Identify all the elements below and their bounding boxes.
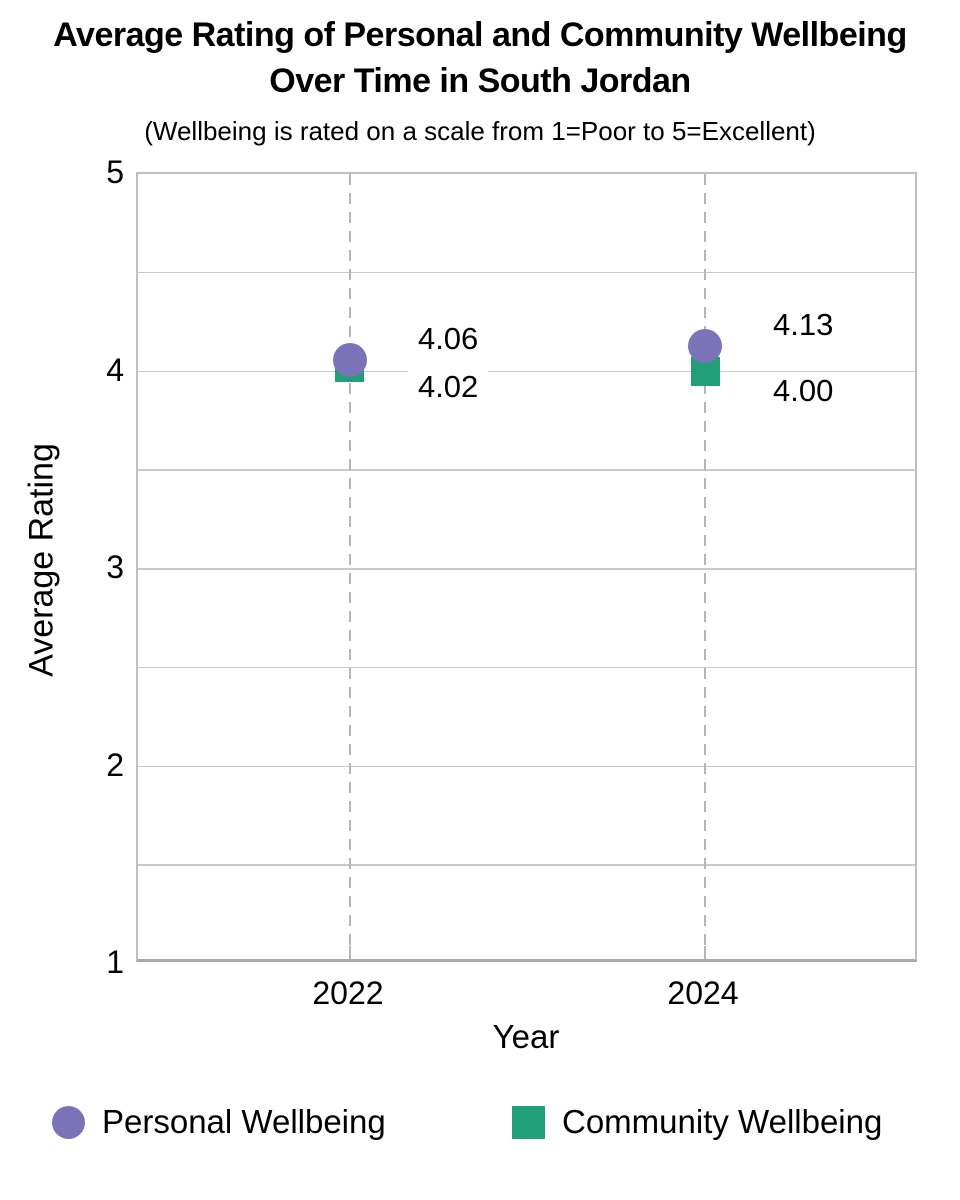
gridline-y-4.5 bbox=[138, 271, 915, 274]
gridline-y-3 bbox=[138, 568, 915, 570]
dashed-gridline-2024 bbox=[704, 174, 706, 959]
data-label-community-wellbeing-2022: 4.02 bbox=[407, 368, 489, 405]
y-tick-label-5: 5 bbox=[106, 154, 124, 190]
personal-wellbeing-marker-icon bbox=[52, 1105, 85, 1139]
gridline-y-1.5 bbox=[138, 864, 915, 866]
data-label-community-wellbeing-2024: 4.00 bbox=[763, 372, 844, 409]
gridline-y-3.5 bbox=[138, 469, 915, 471]
y-tick-label-1: 1 bbox=[106, 944, 124, 980]
y-tick-label-4: 4 bbox=[106, 351, 124, 388]
gridline-y-2.5 bbox=[138, 666, 915, 669]
x-axis-label: Year bbox=[492, 1018, 560, 1055]
point-personal-wellbeing-2024 bbox=[688, 328, 722, 363]
x-tick-label-2024: 2024 bbox=[667, 975, 739, 1011]
community-wellbeing-marker-icon bbox=[512, 1105, 545, 1139]
x-axis-tick-2024 bbox=[704, 946, 706, 959]
chart-title: Average Rating of Personal and Community… bbox=[0, 12, 960, 104]
legend-item-community-wellbeing: Community Wellbeing bbox=[512, 1103, 882, 1141]
legend-label-personal-wellbeing: Personal Wellbeing bbox=[102, 1103, 386, 1140]
legend-label-community-wellbeing: Community Wellbeing bbox=[562, 1103, 883, 1140]
chart-title-line2: Over Time in South Jordan bbox=[269, 62, 691, 100]
point-personal-wellbeing-2022 bbox=[332, 342, 367, 377]
dashed-gridline-2022 bbox=[348, 174, 351, 959]
y-axis-label: Average Rating bbox=[22, 443, 61, 677]
x-axis-tick-2022 bbox=[348, 946, 351, 959]
y-tick-label-2: 2 bbox=[106, 746, 124, 783]
y-tick-label-3: 3 bbox=[106, 549, 124, 585]
data-label-personal-wellbeing-2022: 4.06 bbox=[407, 320, 489, 357]
chart-subtitle: (Wellbeing is rated on a scale from 1=Po… bbox=[144, 116, 816, 146]
x-tick-label-2022: 2022 bbox=[312, 975, 384, 1011]
gridline-y-4 bbox=[138, 370, 915, 372]
plot-area: 4.06 4.13 4.02 4.00 bbox=[136, 172, 917, 962]
data-label-personal-wellbeing-2024: 4.13 bbox=[763, 306, 844, 343]
chart-title-line1: Average Rating of Personal and Community… bbox=[53, 16, 907, 54]
gridline-y-2 bbox=[138, 765, 915, 767]
legend-item-personal-wellbeing: Personal Wellbeing bbox=[52, 1103, 386, 1141]
